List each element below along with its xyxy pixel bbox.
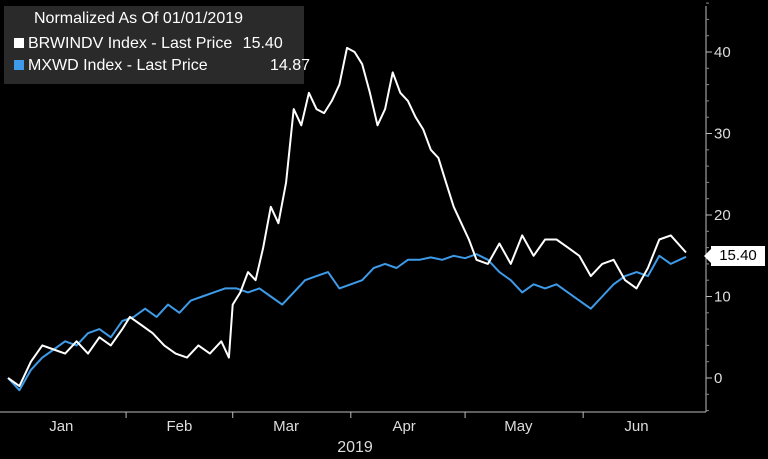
x-tick-label: May xyxy=(504,418,533,435)
y-tick-label: 10 xyxy=(714,289,731,306)
x-tick-label: Feb xyxy=(166,418,192,435)
axes: 0 10 20 30 40 Jan Feb Mar Apr May Jun xyxy=(0,2,731,435)
chart-marks xyxy=(7,46,687,392)
legend-value-brwindv: 15.40 xyxy=(242,35,283,52)
series-line-mxwd xyxy=(7,253,687,392)
legend-item-brwindv: BRWINDV Index - Last Price 15.40 xyxy=(14,35,283,53)
series-line-brwindv xyxy=(7,46,687,388)
y-tick-label: 20 xyxy=(714,207,731,224)
y-tick-label: 30 xyxy=(714,126,731,143)
x-tick-label: Mar xyxy=(273,418,299,435)
chart-title: Normalized As Of 01/01/2019 xyxy=(34,10,244,27)
last-value-tag: 15.40 xyxy=(704,246,765,266)
y-tick-label: 40 xyxy=(714,44,731,61)
legend: Normalized As Of 01/01/2019 BRWINDV Inde… xyxy=(4,6,310,84)
y-tick-label: 0 xyxy=(714,370,722,387)
x-axis-label: 2019 xyxy=(337,439,373,456)
x-tick-label: Apr xyxy=(392,418,415,435)
legend-swatch-brwindv xyxy=(14,38,24,48)
legend-label-brwindv: BRWINDV Index - Last Price xyxy=(28,35,233,52)
legend-value-mxwd: 14.87 xyxy=(270,57,311,74)
legend-swatch-mxwd xyxy=(14,60,24,70)
x-tick-label: Jun xyxy=(624,418,648,435)
x-tick-label: Jan xyxy=(49,418,73,435)
legend-label-mxwd: MXWD Index - Last Price xyxy=(28,57,208,74)
legend-item-mxwd: MXWD Index - Last Price 14.87 xyxy=(14,57,310,75)
